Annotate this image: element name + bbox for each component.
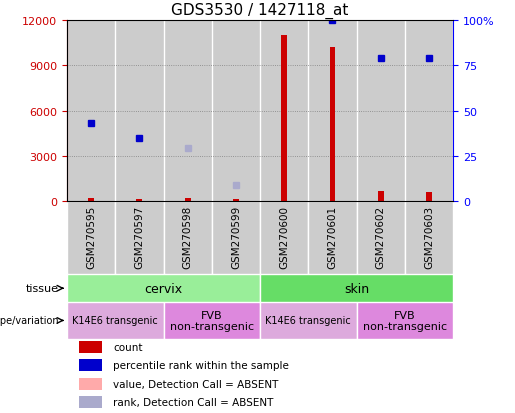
Text: skin: skin	[344, 282, 369, 295]
Bar	[260, 21, 308, 202]
Text: GSM270599: GSM270599	[231, 206, 241, 269]
Bar	[260, 275, 453, 303]
Text: GSM270602: GSM270602	[376, 206, 386, 268]
Bar	[88, 199, 94, 202]
Text: count: count	[113, 342, 143, 352]
Text: value, Detection Call = ABSENT: value, Detection Call = ABSENT	[113, 379, 279, 389]
Bar	[67, 202, 115, 275]
Text: tissue: tissue	[26, 284, 59, 294]
Text: GSM270601: GSM270601	[328, 206, 337, 268]
Bar	[356, 202, 405, 275]
Text: GSM270603: GSM270603	[424, 206, 434, 268]
Bar	[260, 202, 308, 275]
Bar	[115, 202, 163, 275]
Bar	[67, 21, 115, 202]
Text: K14E6 transgenic: K14E6 transgenic	[72, 316, 158, 326]
Bar	[163, 202, 212, 275]
Bar	[330, 48, 335, 202]
Bar	[115, 21, 163, 202]
Bar	[308, 21, 356, 202]
Bar	[308, 202, 356, 275]
Text: GSM270598: GSM270598	[183, 206, 193, 269]
Bar	[136, 200, 142, 202]
Bar	[78, 341, 102, 353]
Bar	[78, 359, 102, 371]
Text: GSM270597: GSM270597	[134, 206, 144, 269]
Bar	[185, 199, 191, 202]
Bar	[163, 303, 260, 339]
Bar	[426, 193, 432, 202]
Text: FVB
non-transgenic: FVB non-transgenic	[170, 310, 254, 332]
Bar	[67, 275, 260, 303]
Text: percentile rank within the sample: percentile rank within the sample	[113, 360, 289, 370]
Bar	[356, 21, 405, 202]
Bar	[233, 200, 239, 202]
Title: GDS3530 / 1427118_at: GDS3530 / 1427118_at	[171, 3, 349, 19]
Bar	[260, 303, 356, 339]
Bar	[163, 21, 212, 202]
Text: rank, Detection Call = ABSENT: rank, Detection Call = ABSENT	[113, 397, 273, 407]
Text: K14E6 transgenic: K14E6 transgenic	[265, 316, 351, 326]
Bar	[405, 202, 453, 275]
Bar	[356, 303, 453, 339]
Bar	[212, 21, 260, 202]
Bar	[78, 396, 102, 408]
Bar	[405, 21, 453, 202]
Bar	[212, 202, 260, 275]
Text: FVB
non-transgenic: FVB non-transgenic	[363, 310, 447, 332]
Bar	[78, 378, 102, 389]
Bar	[281, 36, 287, 202]
Text: cervix: cervix	[144, 282, 183, 295]
Text: GSM270595: GSM270595	[86, 206, 96, 269]
Text: GSM270600: GSM270600	[279, 206, 289, 268]
Text: genotype/variation: genotype/variation	[0, 316, 59, 326]
Bar	[67, 303, 163, 339]
Bar	[378, 191, 384, 202]
